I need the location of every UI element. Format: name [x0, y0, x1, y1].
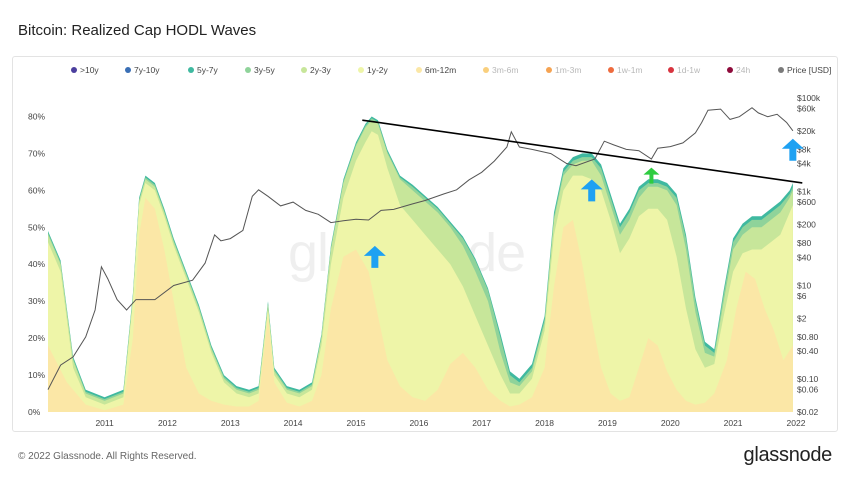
legend-label: 1y-2y [367, 65, 388, 75]
y-right-tick: $200 [797, 220, 816, 230]
legend-dot-icon [71, 67, 77, 73]
y-right-tick: $0.06 [797, 385, 819, 395]
legend-dot-icon [301, 67, 307, 73]
legend-label: 3m-6m [492, 65, 519, 75]
chart-panel: >10y 7y-10y 5y-7y 3y-5y 2y-3y 1y-2y 6m-12m 3m-6… [12, 56, 838, 432]
legend-dot-icon [358, 67, 364, 73]
up-arrow-icon [363, 245, 386, 268]
legend-item-2[interactable]: 5y-7y [188, 65, 218, 75]
y-right-tick: $6 [797, 291, 807, 301]
legend-dot-icon [245, 67, 251, 73]
band-1y-2y [48, 131, 793, 412]
y-right-tick: $0.80 [797, 332, 819, 342]
x-tick: 2015 [347, 418, 366, 428]
y-left-tick: 50% [28, 222, 45, 232]
legend-label: 1d-1w [677, 65, 701, 75]
y-right-tick: $4k [797, 159, 811, 169]
x-tick: 2016 [409, 418, 428, 428]
x-tick: 2020 [661, 418, 680, 428]
y-left-tick: 30% [28, 296, 45, 306]
legend-label: 1m-3m [555, 65, 582, 75]
y-left-tick: 40% [28, 259, 45, 269]
y-right-tick: $2 [797, 313, 807, 323]
glassnode-logo: glassnode [743, 444, 833, 466]
y-right-tick: $600 [797, 197, 816, 207]
legend-item-4[interactable]: 2y-3y [301, 65, 331, 75]
y-right-tick: $0.02 [797, 407, 819, 417]
legend-item-11[interactable]: 24h [727, 65, 750, 75]
legend-dot-icon [416, 67, 422, 73]
legend-label: 7y-10y [134, 65, 160, 75]
legend-label: 3y-5y [254, 65, 275, 75]
y-left-tick: 60% [28, 185, 45, 195]
y-left-tick: 80% [28, 112, 45, 122]
legend: >10y 7y-10y 5y-7y 3y-5y 2y-3y 1y-2y 6m-12m 3m-6… [13, 65, 839, 79]
legend-dot-icon [727, 67, 733, 73]
legend-item-3[interactable]: 3y-5y [245, 65, 275, 75]
legend-dot-icon [125, 67, 131, 73]
legend-item-7[interactable]: 3m-6m [483, 65, 518, 75]
legend-dot-icon [546, 67, 552, 73]
legend-dot-icon [778, 67, 784, 73]
hodl-waves-chart: 0% 10% 20% 30% 40% 50% 60% 70% 80% $0.02 $0.06$0.1… [28, 93, 821, 428]
y-right-tick: $8k [797, 144, 811, 154]
y-left-tick: 70% [28, 148, 45, 158]
up-arrow-icon [781, 138, 804, 161]
y-right-tick: $20k [797, 126, 816, 136]
y-right-tick: $1k [797, 187, 811, 197]
y-left-tick: 0% [28, 407, 41, 417]
legend-item-6[interactable]: 6m-12m [416, 65, 456, 75]
legend-label: Price [USD] [787, 65, 832, 75]
legend-item-10[interactable]: 1d-1w [668, 65, 700, 75]
legend-label: >10y [80, 65, 99, 75]
up-arrow-icon [643, 167, 660, 184]
copyright-footer: © 2022 Glassnode. All Rights Reserved. [18, 451, 197, 462]
y-right-tick: $0.10 [797, 374, 819, 384]
y-right-tick: $100k [797, 93, 821, 103]
x-tick: 2021 [724, 418, 743, 428]
legend-item-1[interactable]: 7y-10y [125, 65, 160, 75]
y-left-tick: 10% [28, 370, 45, 380]
x-tick: 2017 [472, 418, 491, 428]
y-left-tick: 20% [28, 333, 45, 343]
y-right-tick: $0.40 [797, 346, 819, 356]
legend-label: 5y-7y [197, 65, 218, 75]
y-right-tick: $40 [797, 252, 811, 262]
legend-dot-icon [188, 67, 194, 73]
legend-dot-icon [483, 67, 489, 73]
legend-label: 24h [736, 65, 751, 75]
chart-title: Bitcoin: Realized Cap HODL Waves [18, 22, 257, 39]
legend-label: 2y-3y [310, 65, 331, 75]
x-tick: 2019 [598, 418, 617, 428]
y-right-tick: $60k [797, 103, 816, 113]
legend-label: 1w-1m [617, 65, 643, 75]
up-arrow-icon [580, 179, 603, 202]
price-line [47, 107, 794, 390]
x-tick: 2013 [221, 418, 240, 428]
y-right-tick: $80 [797, 238, 811, 248]
legend-item-5[interactable]: 1y-2y [358, 65, 388, 75]
x-tick: 2012 [158, 418, 177, 428]
trendline [362, 119, 803, 184]
legend-dot-icon [668, 67, 674, 73]
legend-item-8[interactable]: 1m-3m [546, 65, 581, 75]
legend-item-0[interactable]: >10y [71, 65, 99, 75]
legend-item-12[interactable]: Price [USD] [778, 65, 831, 75]
legend-dot-icon [608, 67, 614, 73]
x-tick: 2022 [787, 418, 806, 428]
x-tick: 2018 [535, 418, 554, 428]
x-tick: 2011 [95, 418, 114, 428]
x-tick: 2014 [284, 418, 303, 428]
band-6m-12m [48, 197, 793, 412]
y-right-tick: $10 [797, 281, 811, 291]
legend-item-9[interactable]: 1w-1m [608, 65, 643, 75]
legend-label: 6m-12m [425, 65, 457, 75]
